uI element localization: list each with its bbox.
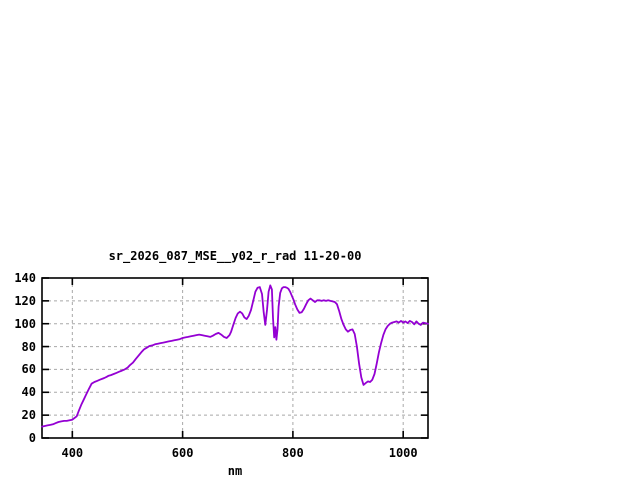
chart-title: sr_2026_087_MSE__y02_r_rad 11-20-00 (108, 249, 362, 263)
y-tick-label: 20 (21, 408, 36, 423)
y-tick-label: 40 (21, 385, 36, 400)
x-tick-label: 600 (171, 446, 194, 460)
plot-border (41, 277, 429, 439)
spectral-curve (41, 284, 429, 428)
y-tick-label: 80 (21, 339, 36, 354)
y-tick-label: 60 (21, 362, 36, 377)
x-tick-label: 400 (61, 446, 84, 460)
x-tick-label: 800 (282, 446, 304, 460)
x-axis-unit-label: nm (227, 464, 243, 478)
x-tick-label: 1000 (388, 446, 418, 460)
y-tick-label: 100 (14, 316, 36, 331)
y-tick-label: 0 (28, 431, 36, 445)
y-tick-label: 140 (14, 271, 36, 285)
y-tick-label: 120 (14, 293, 36, 308)
